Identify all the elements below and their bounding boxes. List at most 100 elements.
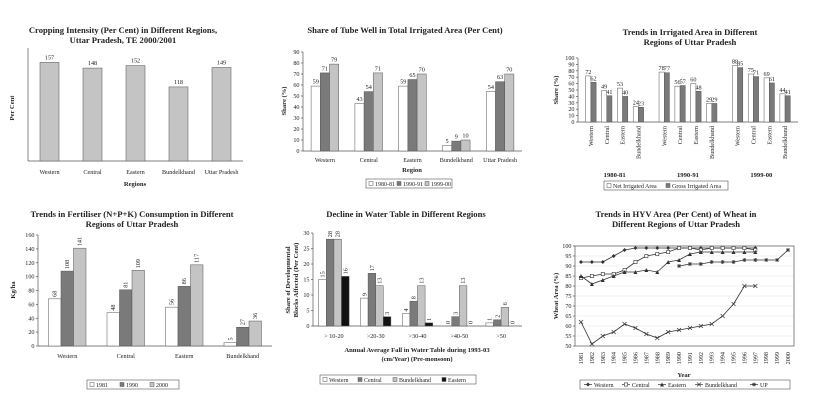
cropping-category-label: Eastern [126, 169, 145, 176]
hyv-line-bundelkhand [580, 285, 756, 345]
tubewell-data-label: 59 [400, 79, 406, 86]
irrigated-data-label: 53 [617, 81, 623, 88]
watertable-bar [341, 276, 350, 327]
hyv-x-tick-label: 1984 [611, 352, 618, 364]
hyv-x-tick-label: 1993 [709, 352, 716, 364]
watertable-bar [375, 285, 384, 327]
hyv-point-up [731, 260, 736, 264]
tubewell-y-tick-label: 90 [293, 49, 299, 56]
hyv-point-bundelkhand [622, 321, 627, 327]
hyv-y-tick-label: 85 [565, 273, 571, 280]
irrigated-bar [590, 82, 597, 123]
irrigated-title-line: Trends in Irrigated Area in Different [623, 27, 758, 37]
hyv-x-tick-label: 1998 [763, 352, 770, 364]
watertable-title-line: Decline in Water Table in Different Regi… [326, 209, 486, 219]
watertable-bar [360, 297, 369, 327]
hyv-point-central [720, 246, 725, 250]
hyv-point-eastern [687, 252, 692, 256]
hyv-point-up [764, 258, 768, 262]
irrigated-y-tick-label: 90 [568, 61, 574, 68]
tubewell-category-label: Western [315, 157, 335, 164]
hyv-point-eastern [633, 270, 638, 274]
fertiliser-bar [119, 289, 133, 347]
tubewell-y-tick-label: 70 [293, 71, 299, 78]
tubewell-bar [451, 140, 462, 152]
tubewell-y-tick-label: 60 [293, 82, 299, 89]
watertable-category-label: >40-50 [450, 333, 468, 340]
cropping-x-label: Regions [124, 181, 147, 188]
chart-hyv-wheat: Trends in HYV Area (Per Cent) of Wheat i… [553, 209, 795, 390]
hyv-point-western [611, 254, 616, 258]
cropping-data-label: 148 [88, 60, 97, 67]
irrigated-bar [737, 67, 744, 123]
irrigated-data-label: 56 [674, 79, 680, 86]
hyv-point-eastern [753, 250, 758, 254]
hyv-point-bundelkhand [644, 331, 649, 337]
watertable-bar [451, 316, 460, 327]
hyv-point-central [644, 254, 649, 258]
tubewell-data-label: 70 [506, 67, 512, 74]
watertable-y-label: Blocks Affected (Per Cent) [293, 243, 300, 318]
tubewell-legend-swatch [368, 181, 374, 186]
tubewell-legend-label: 1980-81 [375, 182, 395, 188]
irrigated-y-tick-label: 60 [568, 81, 574, 88]
irrigated-bar [732, 65, 738, 123]
irrigated-data-label: 77 [664, 66, 670, 73]
hyv-y-tick-label: 70 [565, 303, 571, 310]
irrigated-data-label: 71 [753, 70, 759, 77]
hyv-point-western [644, 246, 649, 250]
chart-cropping-intensity: Cropping Intensity (Per Cent) in Differe… [9, 25, 243, 188]
hyv-y-tick-label: 75 [565, 293, 571, 300]
fertiliser-legend-label: 1981 [96, 383, 108, 389]
hyv-point-central [709, 246, 714, 250]
hyv-point-up [709, 260, 714, 264]
hyv-y-tick-label: 100 [562, 243, 571, 250]
watertable-legend-swatch [357, 377, 363, 382]
watertable-y-tick-label: 25 [303, 246, 309, 253]
irrigated-y-tick-label: 100 [565, 55, 574, 62]
fertiliser-bar [106, 312, 120, 347]
watertable-data-label: 17 [369, 265, 376, 271]
watertable-data-label: 3 [453, 312, 460, 315]
fertiliser-category-label: Central [117, 353, 135, 360]
cropping-bar [125, 65, 146, 162]
watertable-category-label: >30-40 [409, 333, 427, 340]
watertable-bar [402, 313, 411, 327]
hyv-point-up [688, 262, 692, 266]
hyv-x-tick-label: 1983 [600, 352, 607, 364]
hyv-x-tick-label: 1996 [741, 352, 748, 364]
cropping-bar [82, 67, 103, 162]
hyv-point-central [666, 250, 671, 254]
tubewell-data-label: 5 [446, 138, 449, 145]
fertiliser-title-line: Trends in Fertiliser (N+P+K) Consumption… [31, 209, 234, 219]
hyv-legend-label: Central [632, 383, 650, 389]
fertiliser-y-tick-label: 140 [25, 246, 34, 253]
irrigated-bar [747, 73, 754, 123]
hyv-point-bundelkhand [687, 325, 693, 331]
fertiliser-data-label: 56 [169, 299, 176, 305]
tubewell-legend-label: 1999-00 [431, 182, 451, 188]
hyv-legend-marker [696, 382, 702, 387]
hyv-plot-frame [574, 245, 795, 347]
hyv-point-central [731, 246, 736, 250]
hyv-point-eastern [655, 270, 660, 274]
tubewell-bar [329, 63, 339, 152]
hyv-x-tick-label: 1990 [676, 352, 683, 364]
hyv-x-tick-label: 1992 [698, 352, 705, 364]
hyv-point-western [622, 248, 627, 252]
irrigated-data-label: 69 [764, 71, 770, 78]
fertiliser-legend-label: 2000 [156, 383, 168, 389]
irrigated-category-label: Eastern [620, 126, 627, 145]
tubewell-y-tick-label: 10 [293, 137, 299, 144]
fertiliser-data-label: 109 [135, 259, 142, 268]
watertable-data-label: 28 [335, 231, 342, 237]
tubewell-y-label: Share (%) [281, 87, 288, 116]
hyv-point-eastern [589, 282, 594, 286]
hyv-x-tick-label: 1987 [643, 352, 650, 364]
tubewell-category-label: Central [360, 157, 378, 164]
hyv-point-eastern [742, 250, 747, 254]
irrigated-y-tick-label: 50 [568, 87, 574, 94]
tubewell-data-label: 10 [462, 133, 468, 140]
watertable-category-label: > 10-20 [324, 333, 343, 340]
